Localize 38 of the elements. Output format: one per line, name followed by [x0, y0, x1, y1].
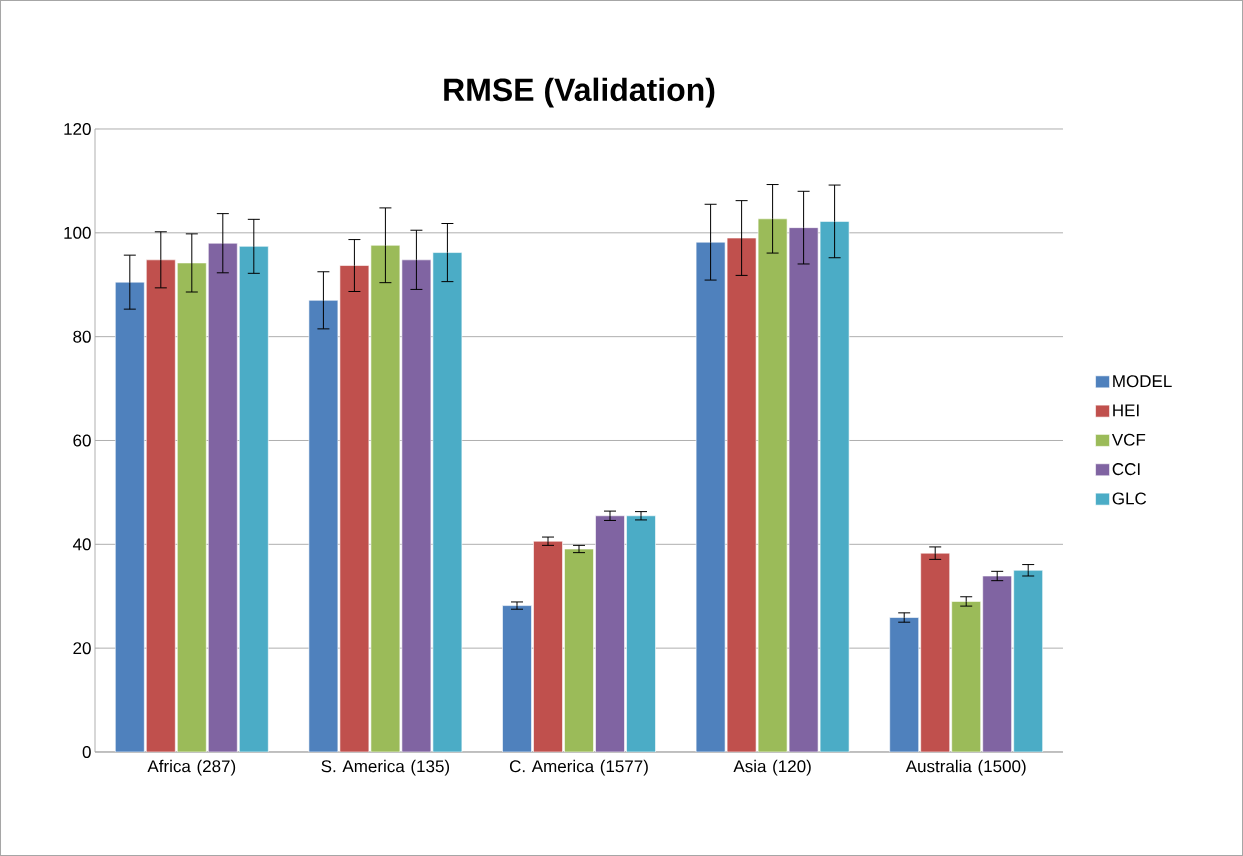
bar [626, 515, 656, 752]
y-tick-label: 80 [73, 330, 91, 343]
bar [146, 259, 176, 752]
x-tick-label: S. America (135) [321, 759, 450, 776]
bar [432, 252, 463, 752]
bar [982, 575, 1012, 752]
y-tick-label: 40 [72, 538, 91, 551]
legend-label: GLC [1112, 492, 1147, 505]
bar [889, 617, 919, 752]
legend-label: CCI [1112, 463, 1140, 476]
y-tick-label: 100 [64, 226, 91, 239]
bar [920, 552, 950, 752]
legend-label: HEI [1113, 404, 1139, 417]
y-tick-label: 0 [82, 745, 91, 759]
bar [339, 265, 370, 752]
y-tick-label: 60 [73, 434, 91, 447]
bar [533, 540, 563, 752]
x-tick-label: Australia (1500) [905, 759, 1026, 776]
bar [308, 300, 339, 752]
x-tick-label: C. America (1577) [509, 759, 648, 776]
bar [1013, 569, 1043, 752]
bar [502, 605, 532, 752]
bar [726, 237, 757, 752]
bar [695, 241, 726, 752]
bar [208, 242, 238, 752]
bar [788, 227, 819, 752]
bar [239, 246, 269, 752]
y-tick-label: 120 [64, 122, 91, 136]
x-tick-label: Asia (120) [733, 759, 811, 776]
chart-title: RMSE (Validation) [444, 77, 715, 108]
x-tick-label: Africa (287) [147, 759, 236, 776]
legend-label: VCF [1111, 433, 1146, 446]
y-tick-label: 20 [73, 642, 91, 655]
bar [401, 259, 432, 752]
bar [819, 221, 850, 752]
bar [115, 281, 145, 752]
bar [595, 515, 625, 752]
legend-label: MODEL [1113, 375, 1172, 388]
